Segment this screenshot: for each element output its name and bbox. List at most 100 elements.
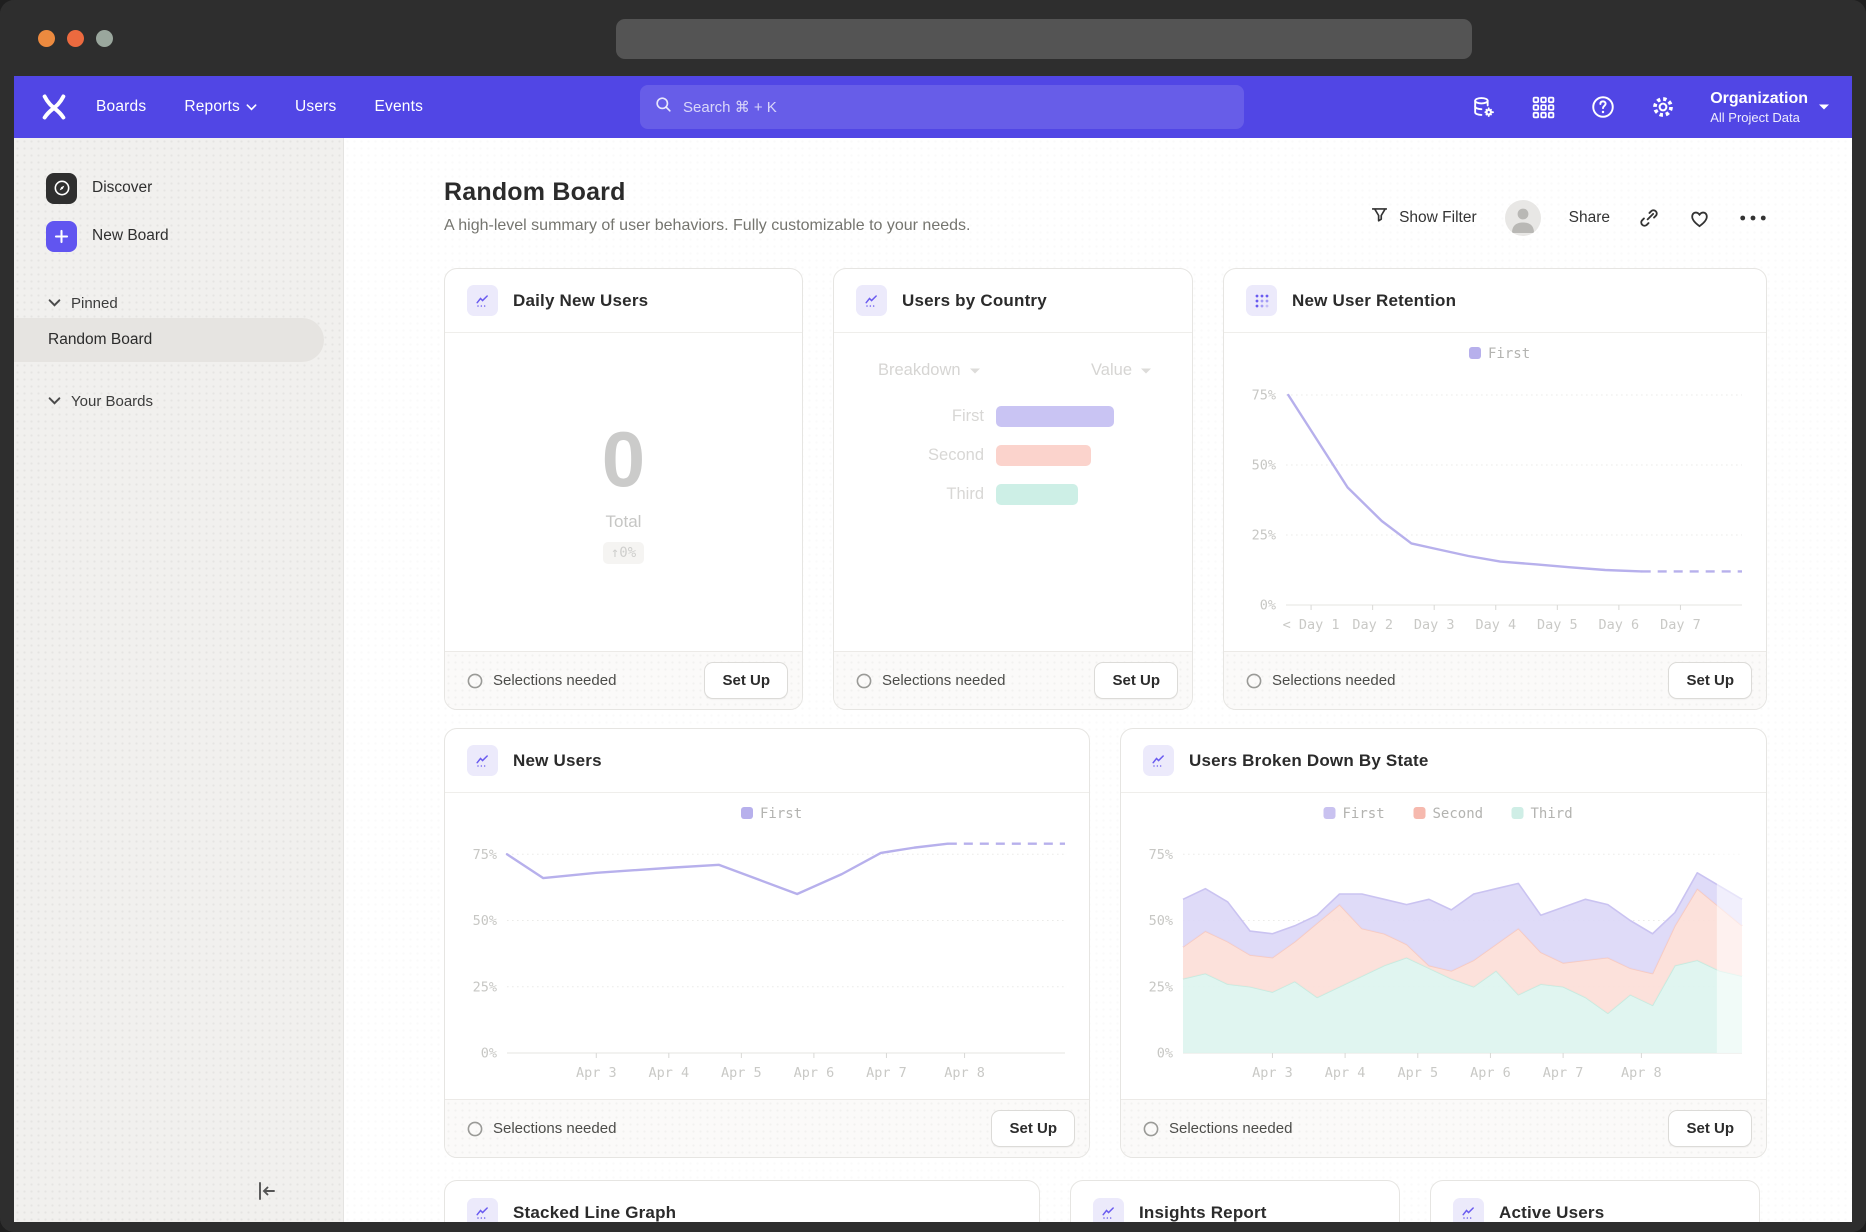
svg-text:75%: 75% xyxy=(1252,388,1276,404)
chevron-down-icon xyxy=(969,368,980,373)
set-up-button[interactable]: Set Up xyxy=(1094,662,1178,699)
sidebar-item-label: New Board xyxy=(92,227,169,244)
zoom-window-button[interactable] xyxy=(96,30,113,47)
breakdown-dropdown[interactable]: Breakdown xyxy=(878,361,981,380)
status-text: Selections needed xyxy=(493,1120,617,1137)
value-dropdown[interactable]: Value xyxy=(1091,361,1152,380)
search-icon xyxy=(654,95,673,119)
svg-text:75%: 75% xyxy=(473,847,497,863)
country-bar-row: First xyxy=(834,406,1192,427)
section-label: Pinned xyxy=(71,294,118,312)
filter-icon xyxy=(1369,205,1390,231)
search-input[interactable] xyxy=(683,98,1230,116)
bar-label: Third xyxy=(946,485,984,503)
navbar-actions: Organization All Project Data xyxy=(1470,76,1830,138)
status-circle-icon xyxy=(467,1121,483,1136)
top-navbar: Boards Reports Users Events xyxy=(14,76,1852,138)
svg-text:Apr 6: Apr 6 xyxy=(1470,1065,1511,1081)
nav-link-reports[interactable]: Reports xyxy=(184,98,257,116)
card-new-user-retention: New User Retention First 75% 50% 25% 0% < Day… xyxy=(1223,268,1767,710)
svg-text:25%: 25% xyxy=(1252,528,1276,544)
set-up-button[interactable]: Set Up xyxy=(1668,1110,1752,1147)
data-management-icon[interactable] xyxy=(1470,94,1496,120)
minimize-window-button[interactable] xyxy=(67,30,84,47)
svg-text:Third: Third xyxy=(1531,806,1573,822)
svg-text:Apr 5: Apr 5 xyxy=(1397,1065,1438,1081)
sidebar-item-label: Discover xyxy=(92,179,153,196)
svg-text:Second: Second xyxy=(1433,806,1484,822)
svg-text:Apr 4: Apr 4 xyxy=(648,1065,689,1081)
status-circle-icon xyxy=(467,673,483,688)
org-switcher[interactable]: Organization All Project Data xyxy=(1710,90,1830,125)
line-chart-icon xyxy=(1143,745,1174,776)
nav-links: Boards Reports Users Events xyxy=(96,98,423,116)
nav-link-users[interactable]: Users xyxy=(295,98,337,115)
line-chart-icon xyxy=(856,285,887,316)
set-up-button[interactable]: Set Up xyxy=(1668,662,1752,699)
new-users-chart: First 75% 50% 25% 0% Apr 3 Apr 4 Apr 5 Apr 6 Apr … xyxy=(445,793,1089,1099)
chevron-down-icon xyxy=(246,104,257,111)
nav-link-events[interactable]: Events xyxy=(374,98,424,115)
status-circle-icon xyxy=(856,673,872,688)
card-insights-report: Insights Report xyxy=(1070,1180,1400,1222)
sidebar-item-random-board[interactable]: Random Board xyxy=(14,318,324,362)
svg-text:0%: 0% xyxy=(1260,598,1276,614)
card-title: Users Broken Down By State xyxy=(1189,750,1429,770)
discover-compass-icon xyxy=(46,172,77,204)
status-circle-icon xyxy=(1246,673,1262,688)
card-title: Insights Report xyxy=(1139,1203,1267,1222)
card-new-users: New Users First 75% 50% 25% 0% Apr 3 Apr 4 Apr … xyxy=(444,728,1090,1158)
svg-text:0%: 0% xyxy=(1157,1046,1173,1062)
card-title: New User Retention xyxy=(1292,290,1457,310)
help-icon[interactable] xyxy=(1590,94,1616,120)
global-search[interactable] xyxy=(640,85,1244,129)
chevron-down-icon xyxy=(48,392,61,410)
status-row: Selections needed xyxy=(467,1120,616,1137)
svg-text:Day 3: Day 3 xyxy=(1414,617,1455,633)
settings-gear-icon[interactable] xyxy=(1650,94,1676,120)
card-users-by-state: Users Broken Down By State First Second Th… xyxy=(1120,728,1767,1158)
browser-address-bar[interactable] xyxy=(616,19,1472,59)
by-state-chart: First Second Third 75% 50% 25% 0% Apr 3 Apr 4 Apr… xyxy=(1121,793,1766,1099)
card-daily-new-users: Daily New Users 0 Total ↑0% xyxy=(444,268,803,710)
sidebar-section-pinned[interactable]: Pinned xyxy=(48,294,343,312)
copy-link-icon[interactable] xyxy=(1638,207,1660,229)
set-up-button[interactable]: Set Up xyxy=(991,1110,1075,1147)
close-window-button[interactable] xyxy=(38,30,55,47)
bar xyxy=(996,445,1091,466)
card-title: Users by Country xyxy=(902,290,1047,310)
status-row: Selections needed xyxy=(856,672,1005,689)
svg-text:75%: 75% xyxy=(1149,847,1173,863)
svg-text:First: First xyxy=(1488,346,1530,362)
status-text: Selections needed xyxy=(1169,1120,1293,1137)
sidebar-item-discover[interactable]: Discover xyxy=(46,164,343,212)
plus-icon xyxy=(46,220,77,252)
favorite-heart-icon[interactable] xyxy=(1688,207,1711,230)
apps-grid-icon[interactable] xyxy=(1530,94,1556,120)
sidebar: Discover New Board Pinned xyxy=(14,138,344,1222)
mixpanel-logo-icon[interactable] xyxy=(40,93,68,121)
set-up-button[interactable]: Set Up xyxy=(704,662,788,699)
svg-text:Day 5: Day 5 xyxy=(1537,617,1578,633)
share-button[interactable]: Share xyxy=(1569,209,1610,227)
svg-text:Apr 5: Apr 5 xyxy=(721,1065,762,1081)
retention-grid-icon xyxy=(1246,285,1277,316)
more-options-icon[interactable] xyxy=(1739,214,1767,222)
svg-text:Apr 8: Apr 8 xyxy=(944,1065,985,1081)
svg-text:Day 7: Day 7 xyxy=(1660,617,1701,633)
nav-link-boards[interactable]: Boards xyxy=(96,98,147,115)
metric-delta-badge: ↑0% xyxy=(602,542,645,564)
show-filter-button[interactable]: Show Filter xyxy=(1369,205,1477,231)
sidebar-section-your-boards[interactable]: Your Boards xyxy=(48,392,343,410)
card-title: Daily New Users xyxy=(513,290,649,310)
section-label: Your Boards xyxy=(71,392,154,410)
retention-chart: First 75% 50% 25% 0% < Day 1 Day 2 Day 3 Day 4 Da… xyxy=(1224,333,1766,651)
svg-text:First: First xyxy=(760,806,802,822)
collapse-sidebar-icon[interactable] xyxy=(251,1176,281,1206)
sidebar-item-new-board[interactable]: New Board xyxy=(46,212,343,260)
metric-value: 0 xyxy=(601,415,646,503)
avatar[interactable] xyxy=(1504,200,1541,236)
show-filter-label: Show Filter xyxy=(1399,209,1477,226)
line-chart-icon xyxy=(467,745,498,776)
window-titlebar xyxy=(0,0,1866,76)
